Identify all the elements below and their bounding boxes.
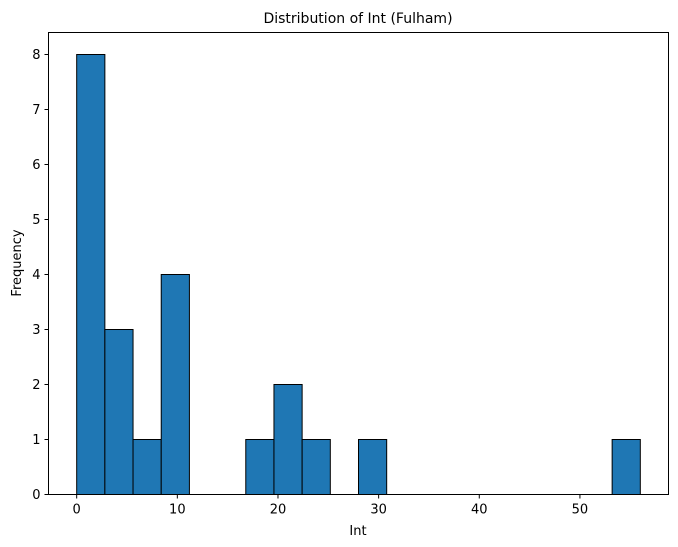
y-tick-label: 3 [32, 323, 40, 338]
histogram-bar-3 [160, 274, 190, 495]
y-tick-label: 8 [32, 48, 40, 63]
x-tick-label: 50 [572, 503, 589, 518]
y-tick-label: 5 [32, 213, 40, 228]
histogram-bar-6 [245, 439, 275, 495]
histogram-bar-10 [358, 439, 388, 495]
y-tick-label: 4 [32, 268, 40, 283]
plot-frame [48, 32, 669, 495]
histogram-bar-1 [104, 329, 134, 495]
x-tick-label: 30 [370, 503, 387, 518]
x-tick-label: 10 [169, 503, 186, 518]
bars-group [76, 54, 641, 495]
y-tick-label: 2 [32, 378, 40, 393]
x-axis-ticks: 0 10 20 30 40 50 [73, 494, 589, 518]
histogram-bar-8 [301, 439, 331, 495]
x-tick-label: 0 [73, 503, 81, 518]
x-axis-label: Int [349, 524, 366, 539]
y-tick-label: 7 [32, 103, 40, 118]
chart-title: Distribution of Int (Fulham) [263, 11, 452, 27]
histogram-bar-0 [76, 54, 106, 495]
x-tick-label: 20 [270, 503, 287, 518]
histogram-bar-2 [132, 439, 162, 495]
y-axis-ticks: 0 1 2 3 4 5 6 7 8 [32, 48, 49, 503]
histogram-bar-19 [611, 439, 641, 495]
y-tick-label: 6 [32, 158, 40, 173]
y-tick-label: 0 [32, 488, 40, 503]
histogram-bar-7 [273, 384, 303, 495]
y-tick-label: 1 [32, 433, 40, 448]
x-tick-label: 40 [471, 503, 488, 518]
y-axis-label: Frequency [10, 229, 25, 296]
